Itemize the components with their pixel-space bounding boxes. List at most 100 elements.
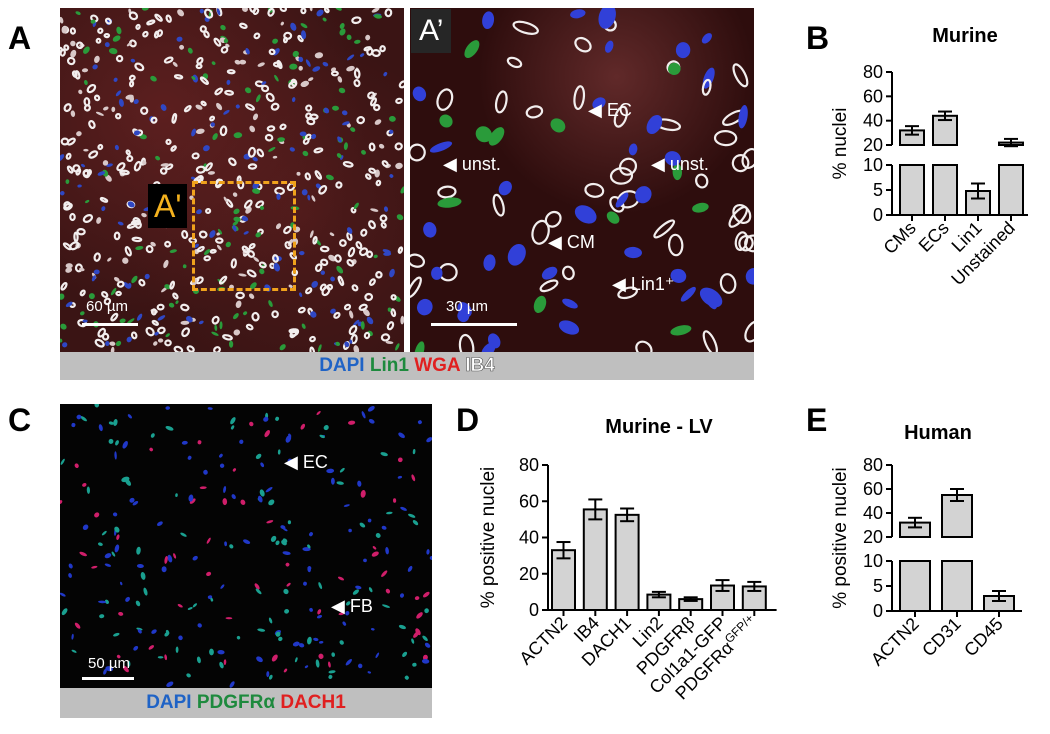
nucleus-mark bbox=[104, 553, 112, 559]
cell-mark bbox=[410, 143, 426, 162]
cell-mark bbox=[363, 331, 371, 340]
cell-mark bbox=[191, 152, 200, 160]
cell-mark bbox=[243, 231, 249, 235]
nucleus-mark bbox=[111, 551, 116, 557]
nucleus-mark bbox=[122, 665, 129, 673]
nucleus-mark bbox=[411, 638, 415, 644]
cell-mark bbox=[256, 148, 265, 158]
nucleus-mark bbox=[331, 652, 336, 657]
nucleus-mark bbox=[105, 666, 114, 672]
nucleus-mark bbox=[307, 544, 311, 549]
nucleus-mark bbox=[343, 504, 350, 507]
cell-mark bbox=[69, 241, 80, 251]
cell-mark bbox=[191, 128, 197, 137]
cell-mark bbox=[359, 53, 365, 57]
cell-mark bbox=[235, 300, 242, 309]
cell-mark bbox=[248, 293, 255, 299]
nucleus-mark bbox=[127, 414, 133, 419]
nucleus-mark bbox=[116, 534, 120, 541]
nucleus-mark bbox=[97, 542, 103, 547]
nucleus-mark bbox=[209, 648, 214, 656]
nucleus-mark bbox=[404, 675, 409, 680]
cell-mark bbox=[60, 48, 66, 57]
nucleus-mark bbox=[219, 661, 224, 669]
cell-mark bbox=[322, 17, 327, 22]
nucleus-mark bbox=[60, 458, 65, 465]
cell-mark bbox=[604, 40, 614, 53]
cell-mark bbox=[335, 8, 342, 11]
cell-mark bbox=[245, 323, 254, 331]
cell-mark bbox=[343, 303, 352, 311]
nucleus-mark bbox=[120, 581, 123, 586]
cell-mark bbox=[282, 36, 289, 44]
cell-mark bbox=[498, 180, 512, 196]
nucleus-mark bbox=[263, 416, 269, 422]
nucleus-mark bbox=[417, 420, 422, 425]
nucleus-mark bbox=[151, 629, 157, 634]
cell-mark bbox=[280, 21, 284, 26]
nucleus-mark bbox=[197, 623, 202, 628]
chart-e-upper-tick-label: 80 bbox=[863, 455, 883, 475]
cell-mark bbox=[738, 234, 754, 252]
cell-mark bbox=[322, 61, 329, 67]
cell-mark bbox=[381, 160, 389, 168]
nucleus-mark bbox=[223, 486, 227, 493]
cell-mark bbox=[168, 302, 175, 308]
nucleus-mark bbox=[275, 540, 280, 546]
cell-mark bbox=[330, 276, 335, 282]
cell-mark bbox=[133, 160, 142, 172]
nucleus-mark bbox=[101, 530, 107, 536]
cell-mark bbox=[82, 169, 91, 179]
cell-mark bbox=[373, 103, 381, 112]
nucleus-mark bbox=[323, 425, 329, 431]
cell-mark bbox=[383, 71, 388, 77]
nucleus-mark bbox=[345, 610, 350, 616]
cell-mark bbox=[145, 326, 155, 337]
nucleus-mark bbox=[268, 499, 275, 506]
annotation-lin1-positive: ◀ Lin1⁺ bbox=[612, 274, 675, 294]
nucleus-mark bbox=[118, 611, 124, 616]
nucleus-mark bbox=[398, 624, 406, 630]
nucleus-mark bbox=[181, 440, 188, 445]
cell-mark bbox=[95, 37, 102, 44]
nucleus-mark bbox=[375, 652, 380, 659]
scale-label-a: 60 µm bbox=[86, 298, 128, 315]
cell-mark bbox=[670, 268, 687, 283]
cell-mark bbox=[252, 188, 261, 194]
cell-mark bbox=[301, 30, 307, 40]
cell-mark bbox=[738, 105, 748, 129]
cell-mark bbox=[85, 199, 90, 204]
cell-mark bbox=[701, 33, 712, 44]
cell-mark bbox=[385, 341, 394, 344]
cell-mark bbox=[244, 87, 252, 94]
nucleus-mark bbox=[219, 463, 225, 468]
cell-mark bbox=[573, 85, 586, 111]
cell-mark bbox=[259, 268, 265, 275]
nucleus-mark bbox=[254, 583, 260, 590]
cell-mark bbox=[300, 8, 307, 15]
cell-mark bbox=[335, 181, 343, 189]
cell-mark bbox=[347, 246, 356, 258]
cell-mark bbox=[355, 241, 363, 250]
cell-mark bbox=[702, 330, 718, 352]
nucleus-mark bbox=[266, 671, 270, 678]
nucleus-mark bbox=[76, 414, 82, 420]
cell-mark bbox=[105, 341, 110, 346]
cell-mark bbox=[744, 320, 754, 343]
cell-mark bbox=[226, 79, 231, 85]
nucleus-mark bbox=[157, 521, 163, 527]
cell-mark bbox=[268, 300, 273, 308]
nucleus-mark bbox=[136, 627, 143, 631]
chart-e-ylabel: % positive nuclei bbox=[830, 467, 851, 609]
cell-mark bbox=[506, 56, 523, 69]
cell-mark bbox=[146, 19, 156, 26]
nucleus-mark bbox=[268, 674, 273, 680]
cell-mark bbox=[339, 28, 346, 36]
nucleus-mark bbox=[187, 455, 192, 460]
cell-mark bbox=[128, 80, 135, 88]
nucleus-mark bbox=[283, 588, 289, 595]
cell-mark bbox=[126, 41, 132, 47]
chart-e-category-label: CD31 bbox=[918, 614, 965, 661]
cell-mark bbox=[92, 64, 98, 70]
cell-mark bbox=[352, 319, 360, 327]
